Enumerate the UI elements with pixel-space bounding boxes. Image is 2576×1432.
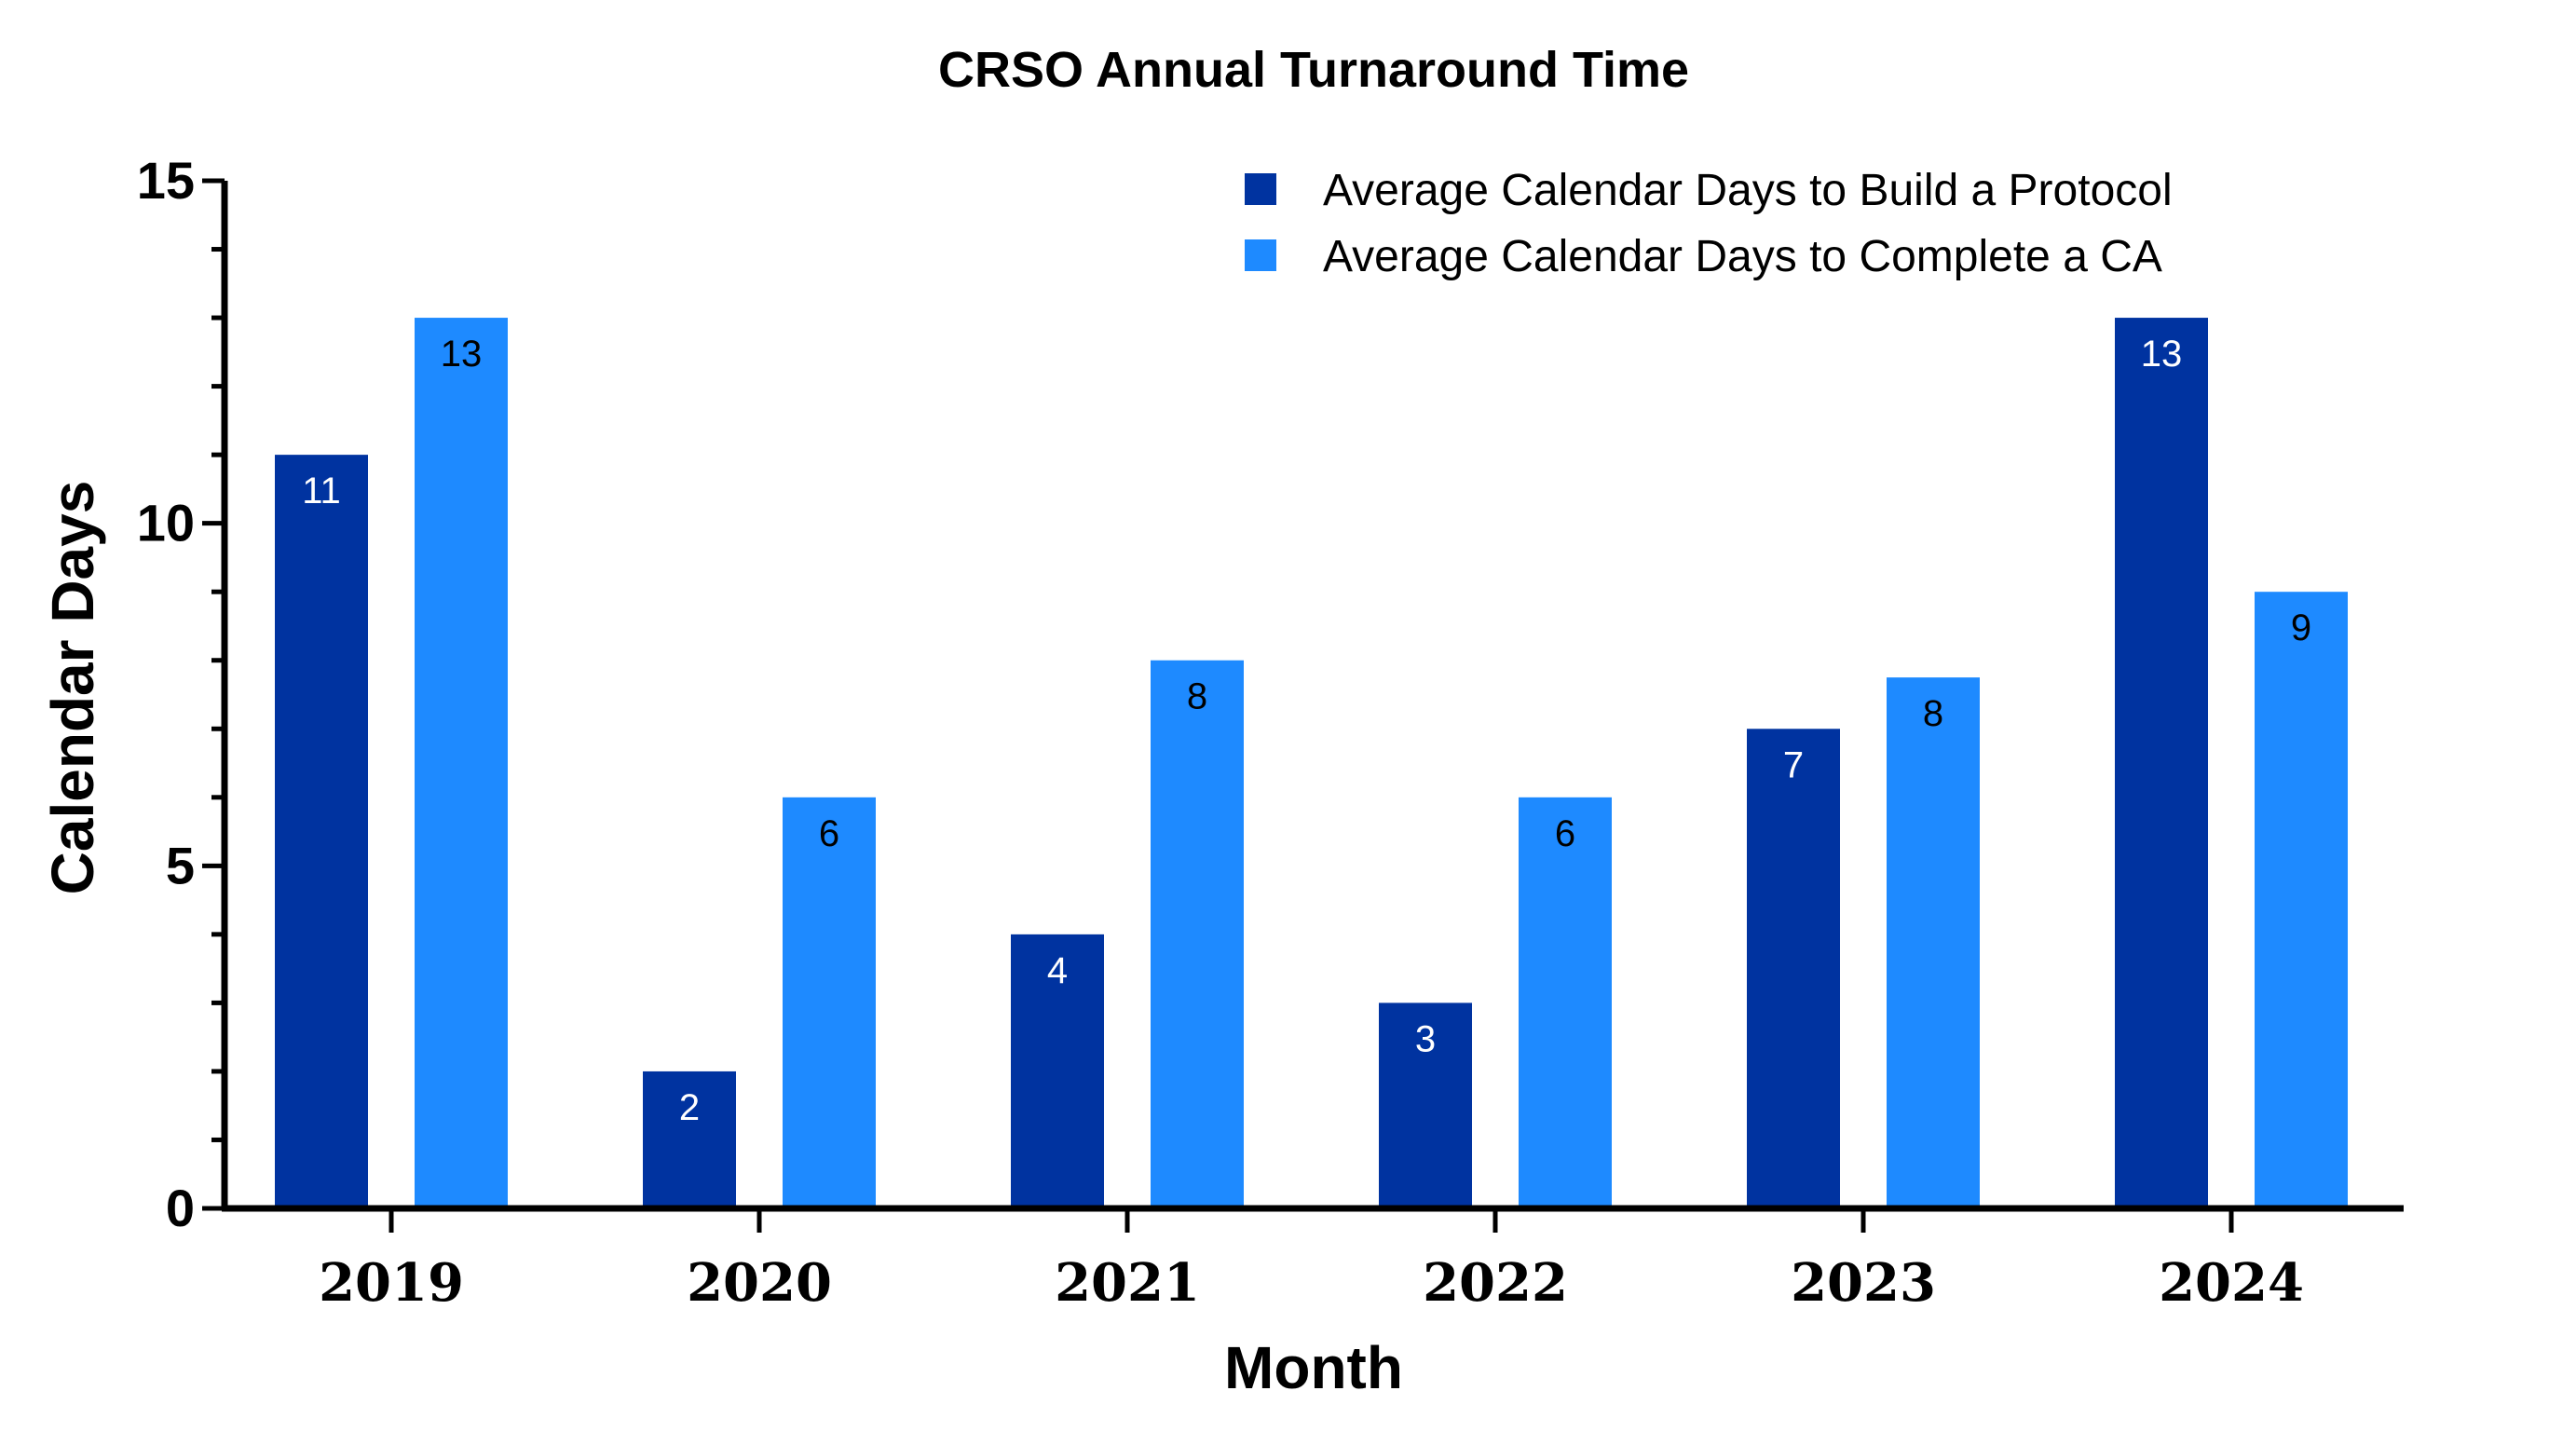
legend-label-2: Average Calendar Days to Complete a CA: [1323, 232, 2162, 281]
bar-s1-2024: [2115, 318, 2208, 1209]
chart-title: CRSO Annual Turnaround Time: [938, 42, 1689, 98]
bar-label-s1-2019: 11: [302, 471, 341, 511]
x-tick-label-2020: 2020: [687, 1252, 832, 1314]
bar-s2-2021: [1151, 660, 1244, 1208]
x-tick-label-2021: 2021: [1055, 1252, 1200, 1314]
x-axis-title: Month: [1224, 1334, 1403, 1401]
bar-label-s1-2020: 2: [679, 1087, 700, 1128]
bar-s2-2022: [1519, 797, 1612, 1208]
bar-label-s2-2020: 6: [819, 813, 839, 854]
bar-label-s2-2024: 9: [2291, 607, 2311, 648]
bar-s1-2020: [643, 1071, 736, 1208]
x-tick-label-2024: 2024: [2159, 1252, 2304, 1314]
y-tick-label: 5: [166, 836, 195, 894]
y-tick-label: 10: [137, 494, 195, 552]
bar-label-s1-2021: 4: [1047, 950, 1068, 991]
x-tick-label-2019: 2019: [319, 1252, 464, 1314]
x-tick-label-2022: 2022: [1423, 1252, 1568, 1314]
bar-label-s1-2022: 3: [1415, 1018, 1436, 1059]
bar-s2-2023: [1887, 677, 1980, 1208]
legend: Average Calendar Days to Build a Protoco…: [1245, 166, 2173, 281]
bar-s1-2023: [1747, 729, 1840, 1208]
bar-label-s2-2022: 6: [1555, 813, 1575, 854]
legend-swatch-1: [1245, 173, 1276, 205]
bar-label-s1-2023: 7: [1783, 744, 1804, 785]
bars-group: [275, 318, 2348, 1209]
x-tick-label-2023: 2023: [1791, 1252, 1936, 1314]
bar-label-s2-2021: 8: [1187, 676, 1207, 717]
bar-labels-group: 11 2 4 3 7 13 13 6 8 6 8 9: [302, 334, 2311, 1128]
bar-s1-2021: [1011, 934, 1104, 1208]
bar-label-s2-2019: 13: [441, 334, 483, 375]
bar-s2-2019: [415, 318, 508, 1209]
bar-s1-2022: [1379, 1002, 1472, 1208]
legend-swatch-2: [1245, 239, 1276, 271]
bar-s1-2019: [275, 455, 368, 1209]
y-tick-label: 0: [166, 1179, 195, 1237]
bar-label-s2-2023: 8: [1923, 693, 1943, 734]
y-tick-label: 15: [137, 151, 195, 210]
y-axis-title: Calendar Days: [39, 481, 106, 895]
bar-label-s1-2024: 13: [2141, 334, 2183, 375]
legend-label-1: Average Calendar Days to Build a Protoco…: [1323, 166, 2173, 215]
bar-s2-2020: [783, 797, 876, 1208]
axes-group: 0 5 10 15 2019 2020 2021 2022 2023 2024: [137, 151, 2404, 1314]
bar-s2-2024: [2255, 592, 2348, 1208]
